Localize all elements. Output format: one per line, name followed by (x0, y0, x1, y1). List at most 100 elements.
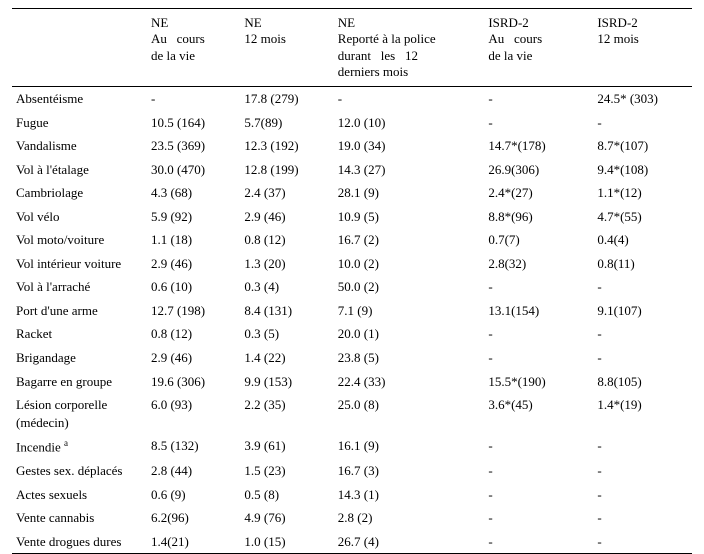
cell: 10.5 (164) (147, 111, 240, 135)
row-label: Bagarre en groupe (12, 370, 147, 394)
cell: 1.4 (22) (240, 346, 333, 370)
cell: 19.6 (306) (147, 370, 240, 394)
cell: - (484, 346, 593, 370)
table-row: Vente cannabis6.2(96)4.9 (76)2.8 (2)-- (12, 506, 692, 530)
cell: - (593, 111, 692, 135)
cell: 0.8 (12) (147, 322, 240, 346)
row-label: Incendie a (12, 434, 147, 459)
cell: 10.0 (2) (334, 252, 485, 276)
cell: 0.6 (10) (147, 275, 240, 299)
cell: 9.9 (153) (240, 370, 333, 394)
cell: 0.3 (5) (240, 322, 333, 346)
cell: 10.9 (5) (334, 205, 485, 229)
cell: 4.3 (68) (147, 181, 240, 205)
cell: 9.4*(108) (593, 158, 692, 182)
cell: - (593, 275, 692, 299)
cell: 2.8 (2) (334, 506, 485, 530)
cell: 1.1 (18) (147, 228, 240, 252)
cell: 7.1 (9) (334, 299, 485, 323)
row-label: Vente cannabis (12, 506, 147, 530)
header-text: NEAu coursde la vie (151, 15, 205, 63)
cell: 6.0 (93) (147, 393, 240, 434)
cell: 1.0 (15) (240, 530, 333, 554)
cell: 2.9 (46) (147, 252, 240, 276)
cell: 2.9 (46) (240, 205, 333, 229)
cell: - (484, 530, 593, 554)
cell: 1.3 (20) (240, 252, 333, 276)
cell: 50.0 (2) (334, 275, 485, 299)
row-label: Fugue (12, 111, 147, 135)
row-label: Absentéisme (12, 87, 147, 111)
table-row: Vol intérieur voiture2.9 (46)1.3 (20)10.… (12, 252, 692, 276)
table-row: Vente drogues dures1.4(21)1.0 (15)26.7 (… (12, 530, 692, 554)
table-row: Actes sexuels0.6 (9)0.5 (8)14.3 (1)-- (12, 483, 692, 507)
row-label: Vente drogues dures (12, 530, 147, 554)
cell: 19.0 (34) (334, 134, 485, 158)
row-label: Lésion corporelle (médecin) (12, 393, 147, 434)
cell: 14.3 (1) (334, 483, 485, 507)
row-label: Brigandage (12, 346, 147, 370)
row-label: Actes sexuels (12, 483, 147, 507)
table-row: Vol à l'arraché0.6 (10)0.3 (4)50.0 (2)-- (12, 275, 692, 299)
cell: 0.6 (9) (147, 483, 240, 507)
cell: 23.8 (5) (334, 346, 485, 370)
table-row: Racket0.8 (12)0.3 (5)20.0 (1)-- (12, 322, 692, 346)
table-container: NEAu coursde la vie NE12 mois NEReporté … (0, 0, 704, 554)
cell: 26.7 (4) (334, 530, 485, 554)
cell: 12.8 (199) (240, 158, 333, 182)
cell: 14.7*(178) (484, 134, 593, 158)
row-label: Vol à l'étalage (12, 158, 147, 182)
cell: 1.5 (23) (240, 459, 333, 483)
cell: 4.7*(55) (593, 205, 692, 229)
cell: 2.4*(27) (484, 181, 593, 205)
cell: 2.2 (35) (240, 393, 333, 434)
cell: - (484, 322, 593, 346)
cell: 15.5*(190) (484, 370, 593, 394)
cell: - (484, 275, 593, 299)
cell: 1.1*(12) (593, 181, 692, 205)
cell: 25.0 (8) (334, 393, 485, 434)
cell: 14.3 (27) (334, 158, 485, 182)
row-label: Cambriolage (12, 181, 147, 205)
cell: - (593, 506, 692, 530)
cell: - (147, 87, 240, 111)
col-header-ne-12m: NE12 mois (240, 9, 333, 87)
cell: 3.6*(45) (484, 393, 593, 434)
row-label: Vol vélo (12, 205, 147, 229)
col-header-ne-life: NEAu coursde la vie (147, 9, 240, 87)
cell: 8.8*(96) (484, 205, 593, 229)
row-label: Racket (12, 322, 147, 346)
cell: 8.8(105) (593, 370, 692, 394)
cell: - (484, 434, 593, 459)
cell: 26.9(306) (484, 158, 593, 182)
cell: 8.4 (131) (240, 299, 333, 323)
table-row: Vol à l'étalage30.0 (470)12.8 (199)14.3 … (12, 158, 692, 182)
cell: 0.8 (12) (240, 228, 333, 252)
cell: 2.8(32) (484, 252, 593, 276)
cell: 1.4(21) (147, 530, 240, 554)
table-row: Incendie a8.5 (132)3.9 (61)16.1 (9)-- (12, 434, 692, 459)
row-label: Vol moto/voiture (12, 228, 147, 252)
cell: 12.0 (10) (334, 111, 485, 135)
cell: 5.7(89) (240, 111, 333, 135)
table-row: Gestes sex. déplacés2.8 (44)1.5 (23)16.7… (12, 459, 692, 483)
cell: - (593, 530, 692, 554)
cell: - (593, 483, 692, 507)
cell: - (593, 434, 692, 459)
cell: - (334, 87, 485, 111)
cell: 20.0 (1) (334, 322, 485, 346)
cell: 22.4 (33) (334, 370, 485, 394)
row-label: Vol à l'arraché (12, 275, 147, 299)
col-header-ne-police: NEReporté à la policedurant les 12dernie… (334, 9, 485, 87)
cell: 0.7(7) (484, 228, 593, 252)
row-label: Gestes sex. déplacés (12, 459, 147, 483)
table-row: Absentéisme-17.8 (279)--24.5* (303) (12, 87, 692, 111)
cell: 16.1 (9) (334, 434, 485, 459)
table-head: NEAu coursde la vie NE12 mois NEReporté … (12, 9, 692, 87)
table-row: Vol vélo5.9 (92)2.9 (46)10.9 (5)8.8*(96)… (12, 205, 692, 229)
row-label: Port d'une arme (12, 299, 147, 323)
cell: 4.9 (76) (240, 506, 333, 530)
cell: 2.4 (37) (240, 181, 333, 205)
header-text: NEReporté à la policedurant les 12dernie… (338, 15, 436, 79)
cell: 16.7 (2) (334, 228, 485, 252)
